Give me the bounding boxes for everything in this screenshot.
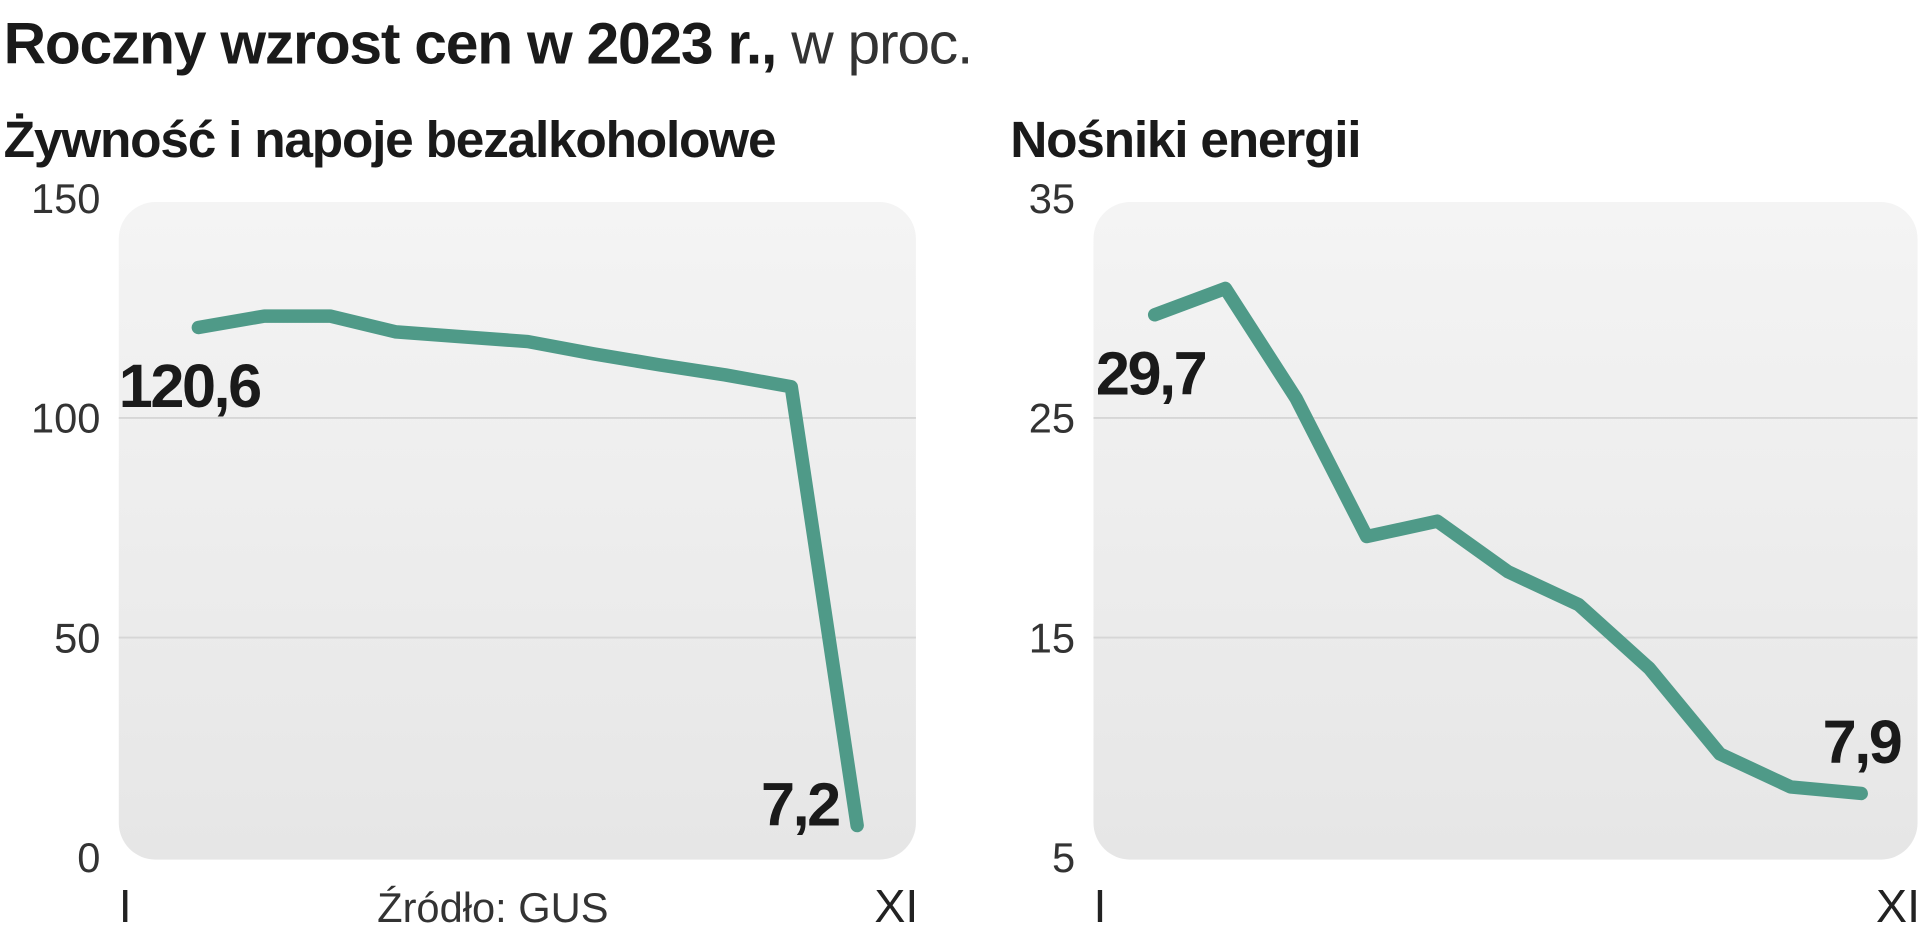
y-tick-label: 0 xyxy=(77,834,100,881)
panel-title: Żywność i napoje bezalkoholowe xyxy=(4,110,776,168)
value-label: 29,7 xyxy=(1096,339,1206,407)
data-line xyxy=(1147,281,1868,801)
value-label: 7,9 xyxy=(1823,708,1901,776)
y-tick-label: 150 xyxy=(31,175,100,222)
data-line xyxy=(191,309,864,833)
panel-title: Nośniki energii xyxy=(1010,110,1360,168)
y-tick-label: 100 xyxy=(31,395,100,442)
y-tick-label: 5 xyxy=(1052,834,1075,881)
plot-area xyxy=(1093,202,1918,860)
x-tick-label: I xyxy=(119,880,132,932)
value-label: 7,2 xyxy=(761,771,839,839)
x-tick-label: XI xyxy=(874,880,918,932)
x-tick-label: I xyxy=(1093,880,1106,932)
plot-area xyxy=(118,202,916,860)
y-tick-label: 15 xyxy=(1029,614,1075,661)
chart-title: Roczny wzrost cen w 2023 r., xyxy=(4,12,776,77)
x-tick-label: XI xyxy=(1876,880,1920,932)
y-tick-label: 25 xyxy=(1029,395,1075,442)
y-tick-label: 50 xyxy=(54,614,100,661)
title-line: Roczny wzrost cen w 2023 r., w proc. xyxy=(4,12,972,77)
source: Źródło: GUS xyxy=(377,884,608,931)
y-tick-label: 35 xyxy=(1029,175,1075,222)
value-label: 120,6 xyxy=(119,352,260,420)
unit-note: w proc. xyxy=(790,12,972,77)
